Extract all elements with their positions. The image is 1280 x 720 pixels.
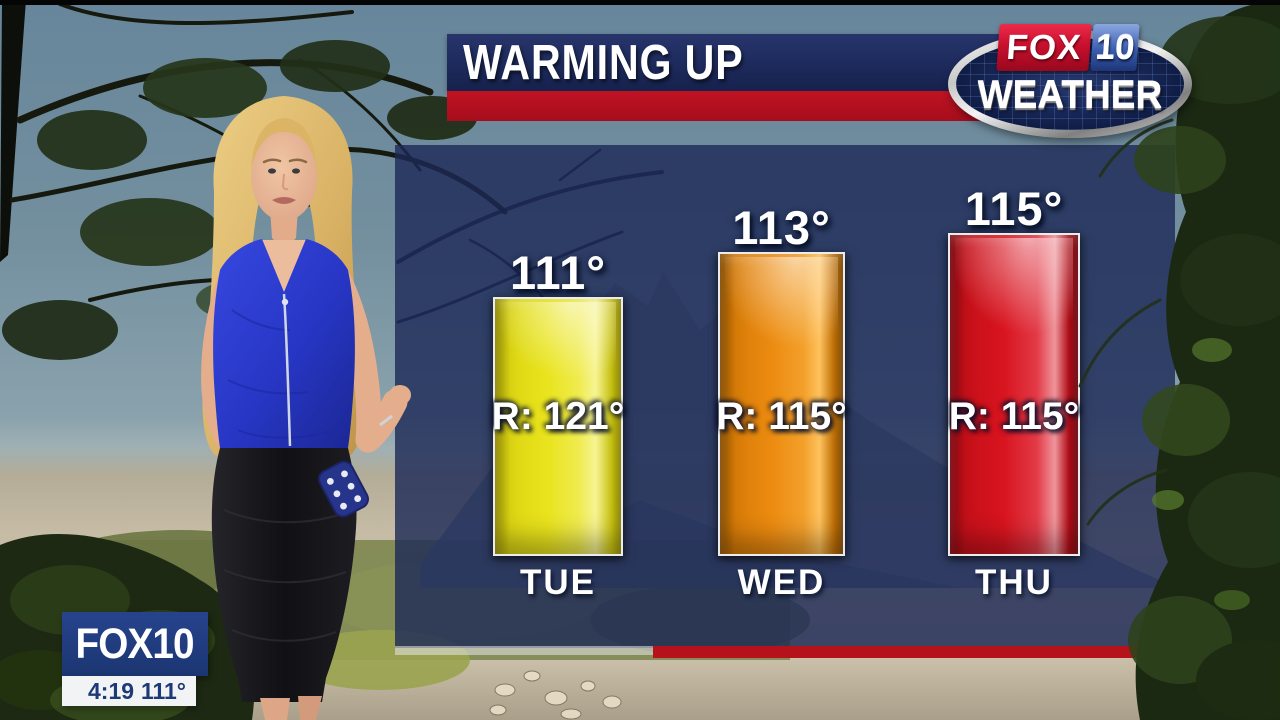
weather-presenter <box>201 96 411 720</box>
logo-ten-box: 10 <box>1090 24 1140 71</box>
fox10-weather-logo: FOX 10 WEATHER <box>948 18 1192 144</box>
top-edge-bar <box>0 0 1280 5</box>
temperature-bar-thu <box>948 233 1080 556</box>
day-label: TUE <box>520 563 596 602</box>
presenter-skirt <box>211 448 357 702</box>
presenter-zipper <box>282 293 292 447</box>
record-label: R: 115° <box>948 395 1080 438</box>
forecast-panel: 111° R: 121° TUE 113° R: 115° WED 115° R… <box>395 145 1175 648</box>
temperature-bar-wed <box>718 252 845 556</box>
presenter-top <box>213 239 355 448</box>
bar-value-label: 113° <box>732 201 831 254</box>
temperature-bar-tue <box>493 297 623 556</box>
record-label: R: 115° <box>716 395 847 438</box>
presenter-legs <box>260 698 290 720</box>
station-bug-strip: 4:19 111° <box>62 676 196 706</box>
headline-title: WARMING UP <box>463 36 744 90</box>
presenter-bracelet <box>379 414 393 427</box>
bug-time: 4:19 <box>88 677 135 704</box>
logo-fox-box: FOX <box>996 24 1092 71</box>
presenter-chest <box>258 240 310 296</box>
station-bug: FOX10 <box>62 612 208 676</box>
presenter-fringe <box>251 118 317 168</box>
pebbles <box>489 670 622 720</box>
day-label: THU <box>975 563 1053 602</box>
bar-value-label: 115° <box>964 182 1064 235</box>
logo-weather-text: WEATHER <box>977 74 1163 117</box>
bar-group-thu: 115° R: 115° THU <box>948 145 1080 648</box>
bar-value-label: 111° <box>509 246 607 299</box>
bug-station-name: FOX10 <box>75 620 195 668</box>
remote-control <box>318 460 369 518</box>
panel-bottom-strip-red <box>653 646 1175 658</box>
bug-temperature: 111° <box>140 677 186 704</box>
day-label: WED <box>737 563 826 602</box>
panel-bottom-strip-gray <box>395 646 653 655</box>
bar-group-wed: 113° R: 115° WED <box>716 145 847 648</box>
presenter-features <box>262 158 308 164</box>
record-label: R: 121° <box>491 395 625 438</box>
bar-group-tue: 111° R: 121° TUE <box>492 145 625 648</box>
